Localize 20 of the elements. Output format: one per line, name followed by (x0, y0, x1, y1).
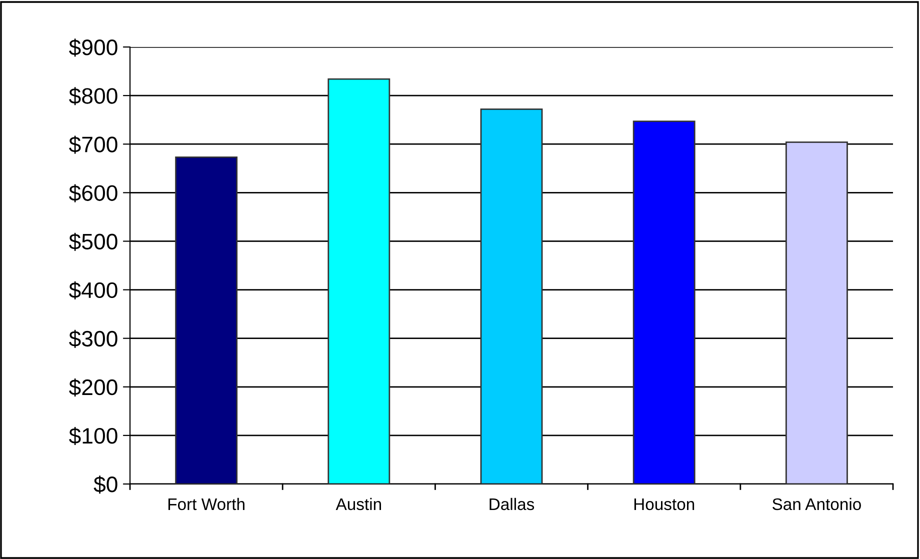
y-tick-label: $800 (69, 87, 118, 106)
y-tick-label: $300 (69, 330, 118, 348)
x-tick-label: San Antonio (772, 498, 861, 510)
y-tick-label: $500 (69, 232, 118, 251)
bar (785, 141, 848, 484)
y-tick-label: $900 (69, 38, 118, 57)
bar (632, 120, 696, 484)
y-tick-label: $400 (69, 281, 118, 300)
x-tick-label: Austin (336, 498, 381, 510)
y-tick-label: $0 (94, 476, 118, 494)
y-tick-label: $600 (69, 184, 118, 202)
x-tick-label: Houston (634, 498, 694, 510)
y-tick-label: $200 (69, 378, 118, 396)
x-tick-label: Fort Worth (168, 498, 244, 510)
bar (175, 156, 238, 484)
bar (328, 78, 390, 484)
y-tick-label: $100 (69, 427, 118, 446)
x-tick-label: Dallas (490, 498, 534, 510)
y-tick-label: $700 (69, 136, 118, 154)
bar (480, 108, 543, 484)
